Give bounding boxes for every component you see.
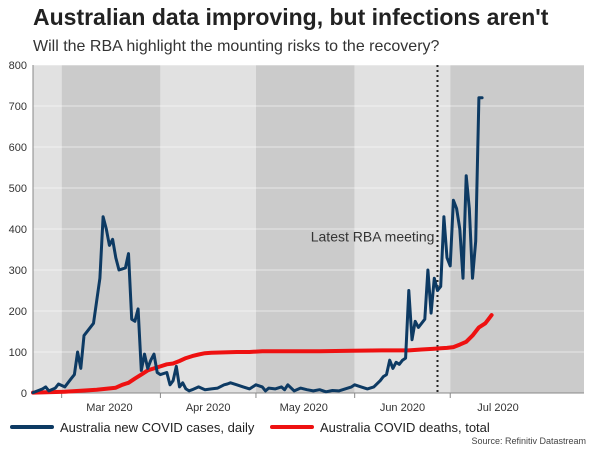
legend-item-deaths: Australia COVID deaths, total [269,419,490,435]
chart-title: Australian data improving, but infection… [33,4,549,30]
y-tick-label: 0 [21,388,27,400]
x-tick-label: Jun 2020 [380,402,425,414]
y-tick-label: 800 [9,60,27,72]
y-tick-label: 700 [9,101,27,113]
legend-item-cases: Australia new COVID cases, daily [10,420,254,435]
chart-subtitle: Will the RBA highlight the mounting risk… [33,38,440,55]
cases-series-line [31,96,484,395]
y-tick-label: 200 [9,306,27,318]
x-tick-label: May 2020 [280,402,328,414]
legend-swatch-cases [10,425,54,429]
x-tick-label: Apr 2020 [186,402,231,414]
x-axis-ticks: Mar 2020 Apr 2020 May 2020 Jun 2020 Jul 2020 [61,393,519,414]
legend-label-cases: Australia new COVID cases, daily [60,419,255,435]
legend: Australia new COVID cases, daily Austral… [10,417,502,435]
y-tick-label: 300 [9,265,27,277]
y-tick-label: 500 [9,183,27,195]
legend-label-deaths: Australia COVID deaths, total [319,419,490,435]
source-note: Source: Refinitiv Datastream [471,436,586,446]
legend-swatch-deaths [269,425,314,429]
y-tick-label: 400 [9,224,27,236]
y-tick-label: 100 [9,347,27,359]
x-tick-label: Mar 2020 [86,402,132,414]
y-axis-ticks: 0 100 200 300 400 500 600 700 800 [9,60,27,400]
y-tick-label: 600 [9,142,27,154]
x-tick-label: Jul 2020 [477,402,519,414]
deaths-series-line [31,313,494,395]
rba-meeting-label: Latest RBA meeting [311,228,435,244]
